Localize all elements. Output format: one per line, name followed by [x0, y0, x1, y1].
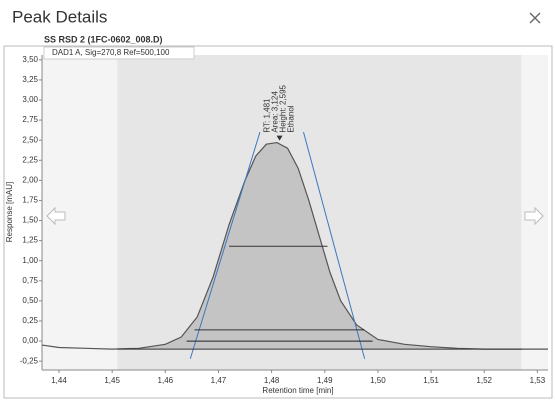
x-tick-label: 1,52 [476, 376, 492, 385]
x-tick-label: 1,48 [264, 376, 280, 385]
peak-annotation: Ethanol [287, 105, 296, 132]
peak-annotation: Area: 3,124 [271, 91, 280, 133]
x-axis-title: Retention time [min] [262, 386, 333, 395]
y-tick-label: 2,50 [22, 135, 38, 144]
y-tick-label: 3,50 [22, 55, 38, 64]
y-tick-label: 1,50 [22, 216, 38, 225]
y-tick-label: 2,00 [22, 175, 38, 184]
x-tick-label: 1,47 [211, 376, 227, 385]
y-tick-label: 0,50 [22, 296, 38, 305]
x-tick-label: 1,53 [530, 376, 546, 385]
x-tick-label: 1,51 [423, 376, 439, 385]
x-tick-label: 1,49 [317, 376, 333, 385]
peak-construction-line [189, 131, 261, 359]
y-tick-label: -0,25 [20, 356, 39, 365]
previous-arrow[interactable] [46, 206, 66, 226]
peak-annotation: Height: 2,595 [279, 84, 288, 132]
y-tick-label: 3,00 [22, 95, 38, 104]
peak-marker [276, 135, 283, 141]
dialog-title: Peak Details [12, 7, 107, 26]
y-tick-label: 1,25 [22, 236, 38, 245]
signal-label: DAD1 A, Sig=270,8 Ref=500,100 [52, 48, 170, 57]
x-tick-label: 1,44 [51, 376, 67, 385]
close-icon [529, 12, 541, 24]
sample-name: SS RSD 2 (1FC-0602_008.D) [44, 34, 163, 44]
y-tick-label: 0,00 [22, 336, 38, 345]
x-tick-label: 1,46 [158, 376, 174, 385]
peak-construction-line [303, 132, 366, 359]
y-axis-title: Response [mAU] [5, 182, 14, 242]
next-arrow[interactable] [524, 206, 544, 226]
x-tick-label: 1,45 [104, 376, 120, 385]
y-tick-label: 2,25 [22, 155, 38, 164]
y-tick-label: 2,75 [22, 115, 38, 124]
peak-annotation: RT: 1,481 [263, 98, 272, 133]
y-tick-label: 1,75 [22, 196, 38, 205]
x-tick-label: 1,50 [370, 376, 386, 385]
y-tick-label: 0,25 [22, 316, 38, 325]
close-button[interactable] [529, 12, 541, 24]
y-tick-label: 3,25 [22, 75, 38, 84]
signal-tab [43, 46, 195, 60]
signal-line [41, 141, 548, 350]
y-tick-label: 0,75 [22, 276, 38, 285]
y-tick-label: 1,00 [22, 256, 38, 265]
